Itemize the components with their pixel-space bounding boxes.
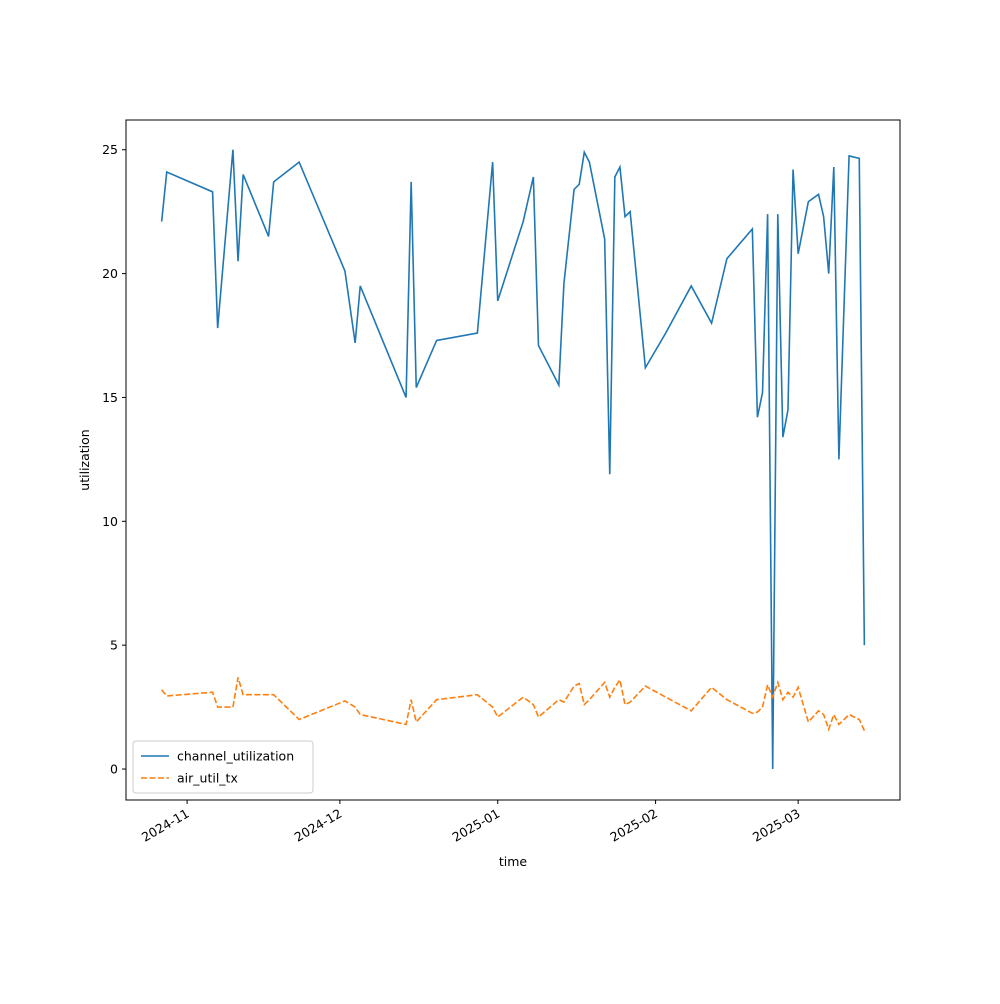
y-tick-label: 10 bbox=[102, 514, 118, 529]
plot-frame bbox=[125, 119, 901, 801]
y-tick-label: 0 bbox=[110, 762, 118, 777]
series-line bbox=[161, 677, 866, 732]
legend: channel_utilization air_util_tx bbox=[132, 740, 314, 794]
y-tick-label: 25 bbox=[102, 142, 118, 157]
x-axis-label: time bbox=[499, 854, 528, 869]
y-tick-label: 15 bbox=[102, 390, 118, 405]
y-tick-label: 20 bbox=[102, 266, 118, 281]
series-line bbox=[160, 149, 866, 770]
y-axis-label: utilization bbox=[77, 429, 92, 490]
legend-label: channel_utilization bbox=[177, 749, 294, 764]
legend-box bbox=[132, 740, 314, 794]
y-tick-label: 5 bbox=[110, 638, 118, 653]
legend-label: air_util_tx bbox=[177, 771, 238, 786]
